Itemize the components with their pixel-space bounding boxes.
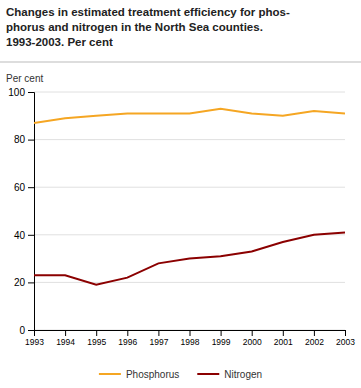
x-tick: 2000 — [243, 330, 262, 347]
y-tick-label: 40 — [14, 230, 26, 241]
y-tick-mark — [28, 282, 34, 283]
x-tick-mark — [283, 330, 284, 336]
x-tick-mark — [65, 330, 66, 336]
legend-swatch — [99, 373, 121, 375]
y-axis: 0 20 40 60 80 100 — [8, 87, 34, 336]
x-tick: 1996 — [118, 330, 137, 347]
separator — [0, 62, 361, 63]
y-tick-label: 20 — [14, 277, 26, 288]
y-tick-label: 0 — [19, 325, 25, 336]
x-tick-mark — [158, 330, 159, 336]
y-tick: 100 — [8, 87, 34, 98]
x-tick: 2003 — [336, 330, 355, 347]
legend-item: Nitrogen — [197, 369, 262, 380]
y-tick-mark — [28, 92, 34, 93]
legend-swatch — [197, 373, 219, 375]
x-tick: 1999 — [212, 330, 231, 347]
x-tick-mark — [221, 330, 222, 336]
x-axis: 1993 1994 1995 1996 1997 1998 1999 2000 2001 2002… — [25, 330, 355, 347]
y-tick-mark — [28, 235, 34, 236]
grid-line — [34, 282, 345, 283]
grid-line — [34, 139, 345, 140]
y-tick-mark — [28, 330, 34, 331]
y-tick-mark — [28, 187, 34, 188]
legend-label: Nitrogen — [224, 369, 262, 380]
x-tick-label: 1994 — [56, 337, 75, 347]
y-axis-title: Per cent — [6, 73, 43, 84]
y-tick: 80 — [14, 134, 34, 145]
x-tick: 1994 — [56, 330, 75, 347]
x-tick: 1995 — [87, 330, 106, 347]
y-axis-line — [28, 93, 35, 331]
x-tick-mark — [252, 330, 253, 336]
x-tick-label: 2001 — [274, 337, 293, 347]
y-tick: 20 — [14, 277, 34, 288]
x-tick-label: 1995 — [87, 337, 106, 347]
title: Changes in estimated treatment efficienc… — [6, 6, 290, 48]
grid-line — [34, 187, 345, 188]
series-line — [34, 109, 345, 123]
y-tick-mark — [28, 140, 34, 141]
x-tick-label: 1996 — [118, 337, 137, 347]
y-tick-label: 60 — [14, 182, 26, 193]
y-tick-label: 100 — [8, 87, 25, 98]
x-tick-label: 2002 — [305, 337, 324, 347]
x-tick: 2002 — [305, 330, 324, 347]
chart: Changes in estimated treatment efficienc… — [0, 0, 361, 388]
x-tick-label: 1993 — [25, 337, 44, 347]
y-tick: 40 — [14, 230, 34, 241]
series-line — [34, 232, 345, 284]
x-tick-mark — [190, 330, 191, 336]
grid — [34, 92, 345, 330]
x-tick-label: 2003 — [336, 337, 355, 347]
plot: 0 20 40 60 80 100 1993 1994 1995 1996 1997 1998 1999… — [8, 87, 355, 347]
x-tick-label: 1998 — [181, 337, 200, 347]
x-tick-mark — [96, 330, 97, 336]
x-tick-mark — [314, 330, 315, 336]
x-tick: 1998 — [181, 330, 200, 347]
x-tick-mark — [127, 330, 128, 336]
x-tick-label: 1999 — [212, 337, 231, 347]
y-tick: 0 — [19, 325, 34, 336]
x-tick: 1997 — [149, 330, 168, 347]
legend: Phosphorus Nitrogen — [99, 369, 262, 380]
legend-label: Phosphorus — [126, 369, 179, 380]
y-tick: 60 — [14, 182, 34, 193]
y-tick-label: 80 — [14, 134, 26, 145]
series-group — [34, 109, 345, 285]
grid-line — [34, 92, 345, 93]
x-tick-label: 2000 — [243, 337, 262, 347]
x-axis-line — [35, 331, 346, 337]
legend-item: Phosphorus — [99, 369, 179, 380]
x-tick: 2001 — [274, 330, 293, 347]
x-tick-mark — [34, 330, 35, 336]
x-tick: 1993 — [25, 330, 44, 347]
x-tick-mark — [345, 330, 346, 336]
grid-line — [34, 234, 345, 235]
x-tick-label: 1997 — [149, 337, 168, 347]
